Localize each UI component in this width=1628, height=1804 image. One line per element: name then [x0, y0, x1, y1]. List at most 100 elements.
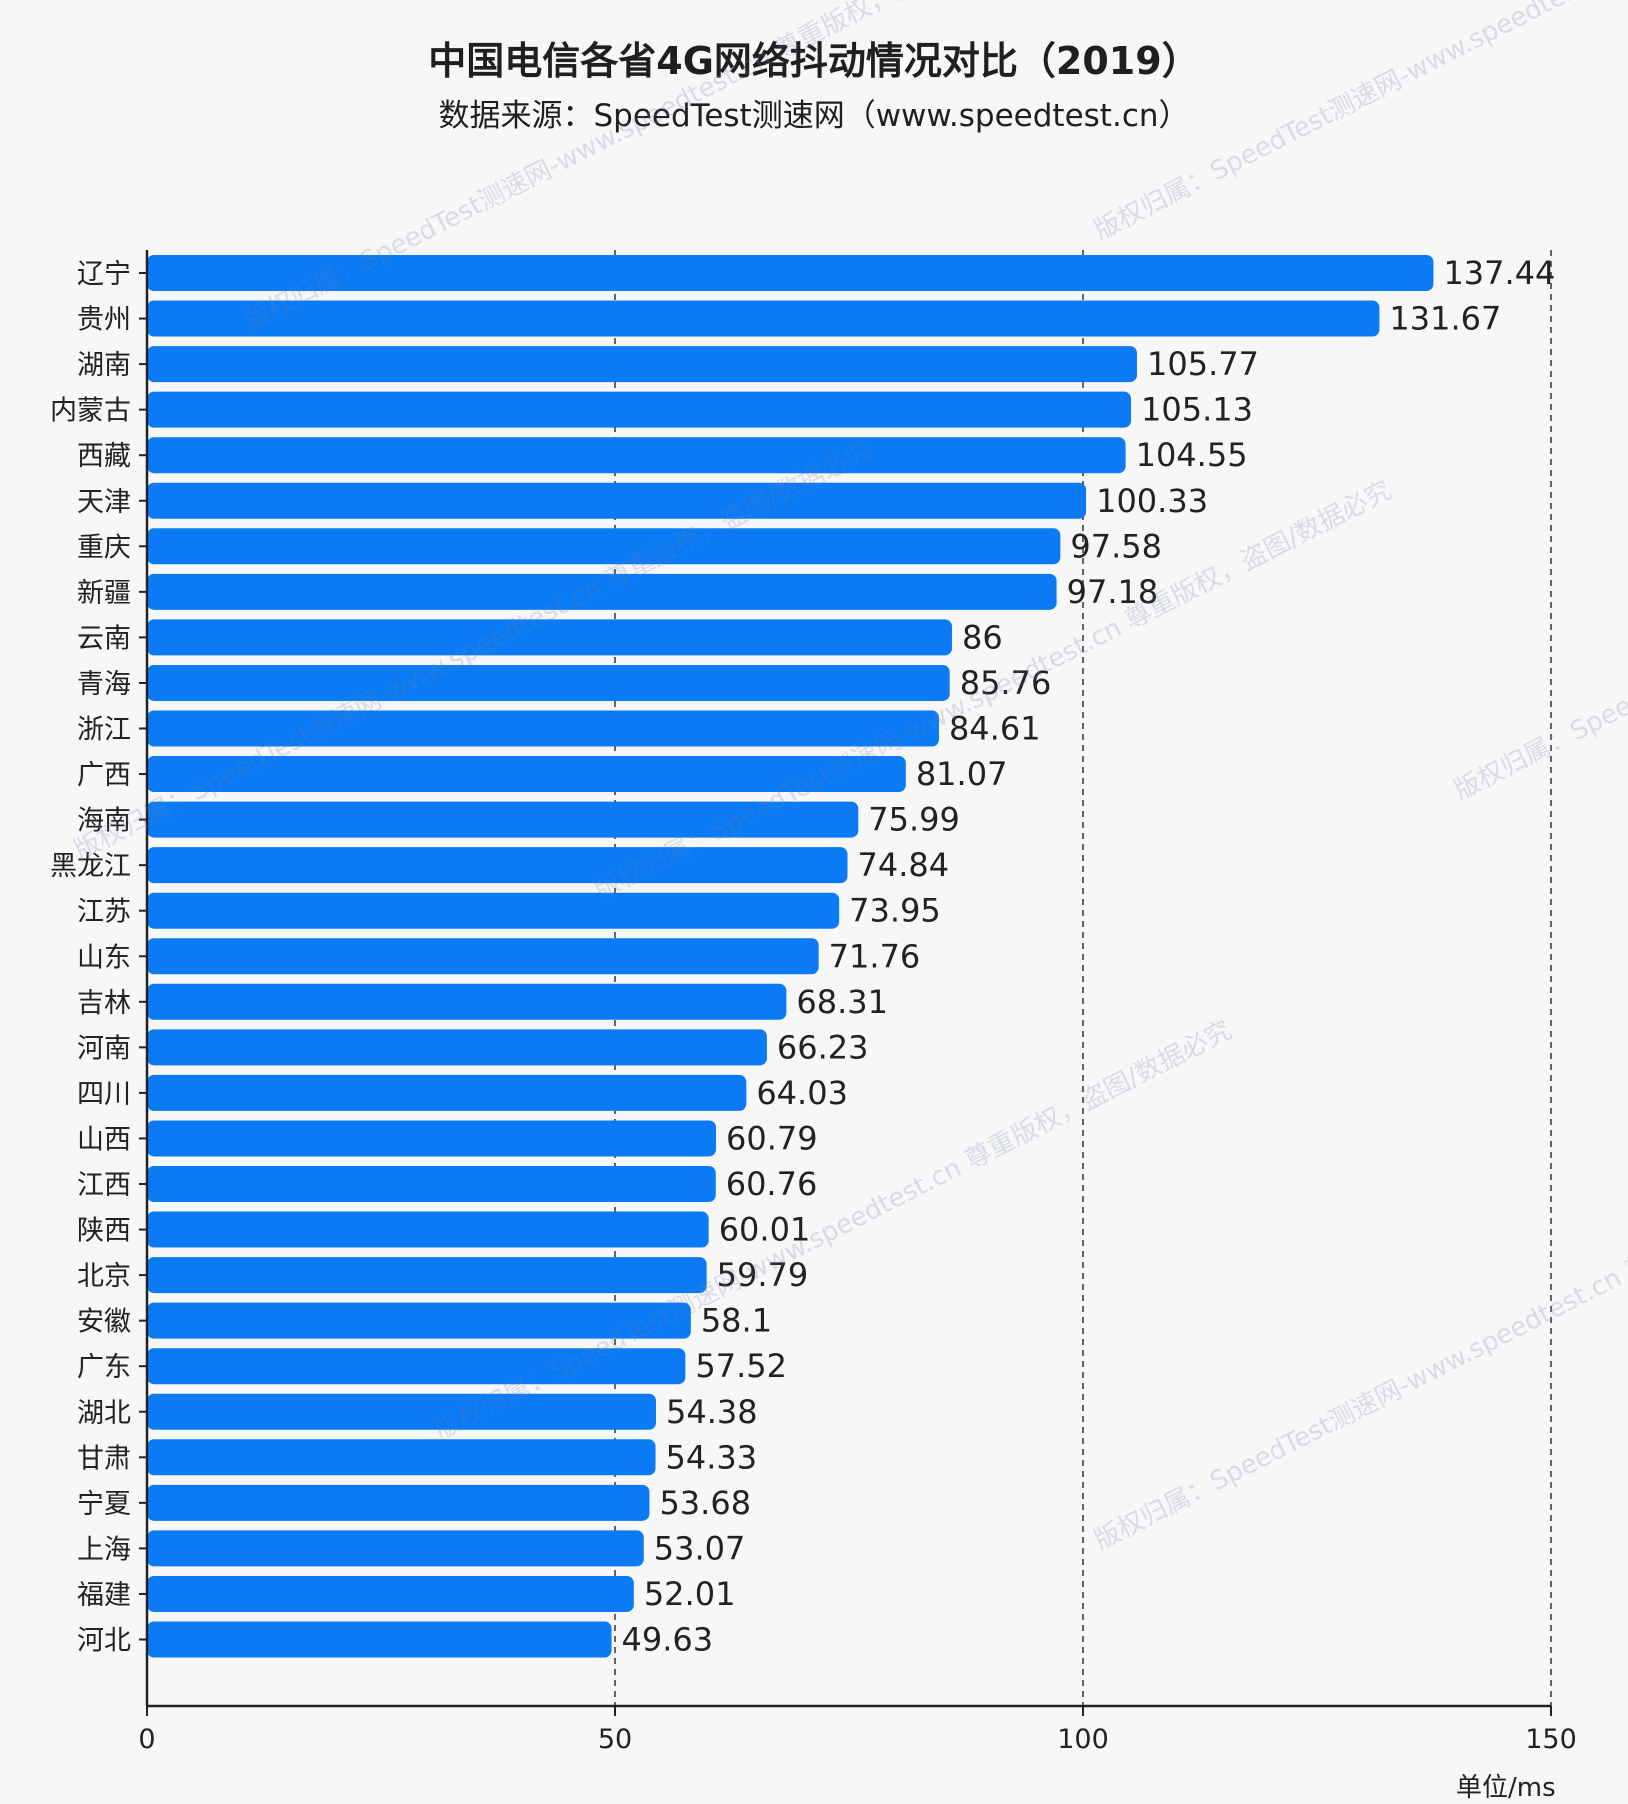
watermark: 版权归属：SpeedTest测速网-www.speedtest.cn 尊重版权，… — [1090, 1125, 1628, 1556]
bar-上海 — [147, 1530, 644, 1567]
category-label: 山西 — [77, 1124, 131, 1155]
bar-山东 — [147, 938, 819, 975]
category-label: 海南 — [77, 806, 131, 837]
category-label: 天津 — [77, 487, 131, 518]
category-label: 四川 — [77, 1079, 131, 1110]
bar-陕西 — [147, 1211, 709, 1248]
value-label: 64.03 — [756, 1074, 848, 1112]
category-label: 辽宁 — [77, 259, 131, 290]
value-label: 75.99 — [868, 801, 960, 839]
bar-广西 — [147, 756, 906, 793]
category-label: 内蒙古 — [50, 396, 131, 427]
value-label: 53.07 — [654, 1529, 746, 1567]
bar-安徽 — [147, 1302, 691, 1339]
value-label: 86 — [962, 618, 1003, 656]
category-label: 河南 — [77, 1033, 131, 1064]
category-label: 山东 — [77, 942, 131, 973]
category-label: 青海 — [77, 669, 131, 700]
bar-新疆 — [147, 573, 1057, 610]
bar-辽宁 — [147, 255, 1434, 291]
value-label: 81.07 — [916, 755, 1008, 793]
x-tick-label: 0 — [138, 1724, 155, 1755]
unit-label: 单位/ms — [1456, 1773, 1556, 1803]
value-label: 104.55 — [1136, 436, 1248, 474]
bar-北京 — [147, 1257, 707, 1294]
value-label: 49.63 — [622, 1621, 714, 1659]
value-label: 53.68 — [659, 1484, 751, 1522]
value-label: 59.79 — [717, 1256, 809, 1294]
chart-subtitle: 数据来源：SpeedTest测速网（www.speedtest.cn） — [438, 98, 1190, 134]
bar-甘肃 — [147, 1439, 656, 1476]
category-label: 宁夏 — [77, 1489, 131, 1520]
category-label: 云南 — [77, 623, 131, 654]
value-label: 97.18 — [1067, 573, 1159, 611]
value-label: 71.76 — [829, 937, 921, 975]
category-label: 安徽 — [77, 1307, 131, 1338]
category-label: 湖南 — [77, 350, 131, 381]
category-label: 江苏 — [77, 897, 131, 928]
bar-西藏 — [147, 437, 1126, 474]
value-label: 74.84 — [858, 846, 950, 884]
category-label: 陕西 — [77, 1216, 131, 1247]
bar-贵州 — [147, 300, 1380, 337]
x-tick-label: 50 — [598, 1724, 632, 1755]
value-label: 54.33 — [666, 1438, 758, 1476]
bar-青海 — [147, 664, 950, 701]
value-label: 85.76 — [960, 664, 1052, 702]
bar-黑龙江 — [147, 847, 848, 884]
value-label: 58.1 — [701, 1302, 772, 1340]
bar-湖南 — [147, 346, 1138, 383]
value-label: 68.31 — [796, 983, 888, 1021]
bar-河南 — [147, 1029, 767, 1066]
value-label: 54.38 — [666, 1393, 758, 1431]
bar-广东 — [147, 1348, 686, 1385]
bar-江西 — [147, 1166, 716, 1202]
bar-河北 — [147, 1621, 612, 1658]
category-label: 河北 — [77, 1626, 131, 1657]
value-label: 57.52 — [695, 1347, 787, 1385]
bar-浙江 — [147, 710, 939, 747]
value-label: 131.67 — [1389, 300, 1501, 338]
value-label: 60.79 — [726, 1119, 818, 1157]
watermark: 版权归属：SpeedTest测速网-www.speedtest.cn 尊重版权，… — [1090, 0, 1628, 246]
chart-title: 中国电信各省4G网络抖动情况对比（2019） — [428, 39, 1200, 83]
x-tick-label: 100 — [1057, 1724, 1109, 1755]
bar-天津 — [147, 482, 1087, 519]
x-tick-label: 150 — [1525, 1724, 1577, 1755]
category-label: 浙江 — [77, 715, 131, 746]
bar-福建 — [147, 1575, 634, 1612]
category-label: 重庆 — [77, 532, 131, 563]
category-label: 新疆 — [77, 578, 131, 609]
value-label: 105.13 — [1141, 391, 1253, 429]
value-label: 73.95 — [849, 892, 941, 930]
category-label: 湖北 — [77, 1398, 131, 1429]
bar-江苏 — [147, 892, 840, 929]
bar-海南 — [147, 801, 859, 838]
bar-云南 — [147, 619, 952, 656]
category-label: 贵州 — [77, 305, 131, 336]
value-label: 137.44 — [1443, 254, 1555, 292]
value-label: 60.76 — [726, 1165, 818, 1203]
bar-湖北 — [147, 1393, 656, 1430]
category-label: 西藏 — [77, 441, 131, 472]
bar-吉林 — [147, 983, 787, 1020]
bar-山西 — [147, 1120, 716, 1157]
category-label: 北京 — [77, 1261, 131, 1292]
value-label: 100.33 — [1096, 482, 1208, 520]
value-label: 84.61 — [949, 710, 1041, 748]
category-label: 甘肃 — [77, 1443, 131, 1474]
value-label: 66.23 — [777, 1028, 869, 1066]
value-label: 97.58 — [1070, 527, 1162, 565]
value-label: 60.01 — [719, 1211, 811, 1249]
value-label: 52.01 — [644, 1575, 736, 1613]
category-label: 黑龙江 — [50, 851, 131, 882]
bar-内蒙古 — [147, 391, 1132, 428]
category-label: 广西 — [77, 760, 131, 791]
category-label: 吉林 — [77, 988, 131, 1019]
category-label: 江西 — [77, 1170, 131, 1201]
category-label: 福建 — [77, 1580, 131, 1611]
bar-四川 — [147, 1074, 747, 1111]
category-label: 上海 — [77, 1534, 131, 1565]
